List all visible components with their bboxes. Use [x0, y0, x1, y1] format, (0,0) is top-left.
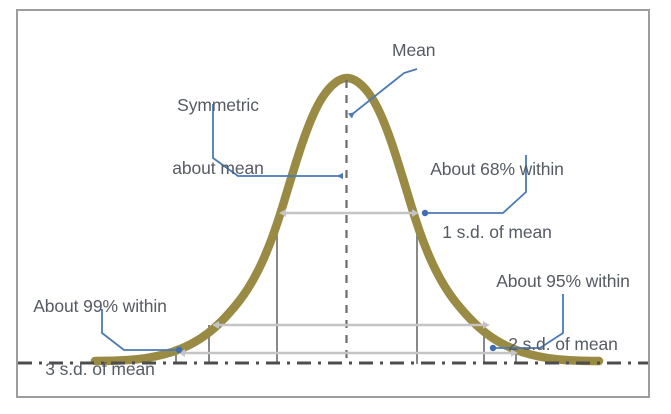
figure-frame [16, 9, 650, 398]
leader-dot-99 [175, 346, 183, 354]
label-about-95-within-2-sd: About 95% within 2 s.d. of mean [475, 229, 651, 397]
leader-line-68 [426, 155, 527, 214]
leader-line-99 [101, 309, 178, 351]
leader-lines [101, 68, 564, 354]
label-99-line-2: 3 s.d. of mean [45, 359, 155, 379]
leader-dot-68 [421, 209, 429, 217]
label-95-line-1: About 95% within [496, 271, 630, 291]
label-about-99-within-3-sd: About 99% within 3 s.d. of mean [12, 254, 188, 414]
label-about-68-within-1-sd: About 68% within 1 s.d. of mean [411, 117, 583, 285]
leader-line-symmetric [212, 104, 343, 180]
leader-line-mean [348, 68, 418, 119]
leader-line-95 [494, 294, 564, 349]
label-99-line-1: About 99% within [33, 296, 167, 316]
label-symmetric-about-mean: Symmetric about mean [153, 53, 283, 221]
label-95-line-2: 2 s.d. of mean [508, 334, 618, 354]
bell-curve [90, 73, 604, 366]
leader-dot-95 [489, 344, 497, 352]
label-mean: Mean [392, 40, 436, 60]
label-symmetric-line-2: about mean [172, 158, 264, 178]
span-arrows [178, 209, 518, 357]
label-68-line-2: 1 s.d. of mean [442, 222, 552, 242]
label-68-line-1: About 68% within [430, 159, 564, 179]
label-symmetric-line-1: Symmetric [177, 95, 259, 115]
